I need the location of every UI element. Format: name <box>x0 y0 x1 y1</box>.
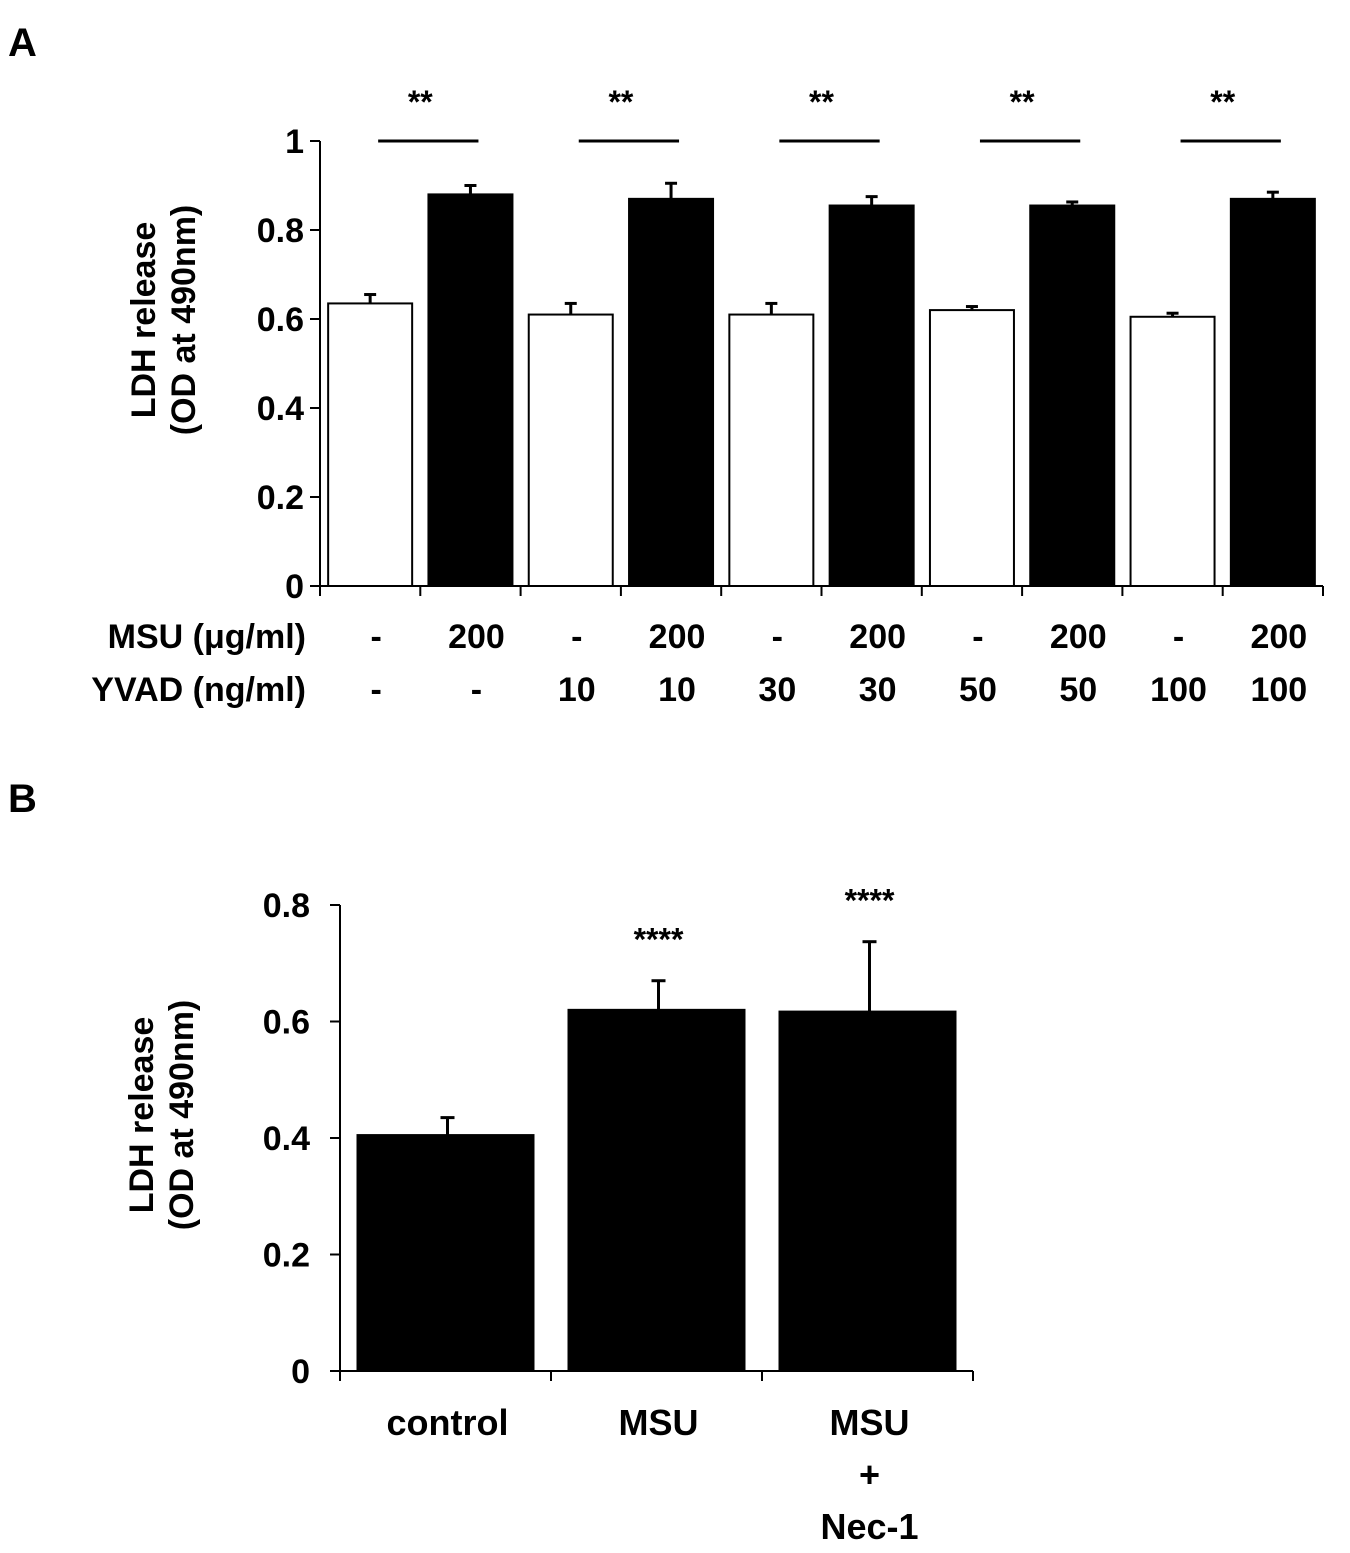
panel-a-significance-marker: ** <box>1010 84 1035 120</box>
panel-a-yvad-value: 50 <box>1059 671 1097 709</box>
panel-a-significance-marker: ** <box>408 84 433 120</box>
panel-a-bar <box>327 302 414 587</box>
panel-b-y-tick-label: 0 <box>291 1353 310 1391</box>
panel-a-yvad-value: 100 <box>1250 671 1307 709</box>
panel-a-yvad-value: - <box>471 671 482 709</box>
panel-a-msu-value: 200 <box>1250 618 1307 656</box>
panel-b-bar <box>778 1010 957 1372</box>
panel-a-bar <box>1129 315 1216 587</box>
panel-a-y-tick-label: 0.2 <box>257 479 304 517</box>
panel-b-x-tick-label: Nec-1 <box>820 1506 918 1547</box>
panel-a-bar <box>628 197 715 587</box>
panel-a-y-tick-label: 0 <box>285 568 304 606</box>
panel-a-yvad-value: - <box>370 671 381 709</box>
panel-a-chart: LDH release (OD at 490nm) MSU (μg/ml) YV… <box>91 84 1324 709</box>
panel-a-y-tick-label: 0.4 <box>257 390 304 428</box>
panel-b-y-tick-label: 0.8 <box>263 887 310 925</box>
panel-b-x-tick-label: + <box>859 1454 880 1495</box>
panel-b-y-tick-label: 0.6 <box>263 1004 310 1042</box>
panel-b-ylabel-line2: (OD at 490nm) <box>163 1000 201 1231</box>
panel-a-ylabel-line1: LDH release <box>125 222 163 419</box>
panel-b-x-tick-label: control <box>387 1402 509 1443</box>
panel-a-significance-marker: ** <box>608 84 633 120</box>
panel-a-significance-marker: ** <box>809 84 834 120</box>
panel-b-ylabel: LDH release (OD at 490nm) <box>123 1000 201 1231</box>
panel-a-yvad-value: 100 <box>1150 671 1207 709</box>
panel-b-ylabel-line1: LDH release <box>123 1017 161 1214</box>
panel-a-msu-value: - <box>1173 618 1184 656</box>
panel-a-msu-value: 200 <box>1050 618 1107 656</box>
panel-a-bar <box>928 309 1015 587</box>
panel-a-msu-value: - <box>571 618 582 656</box>
panel-a-yvad-value: 10 <box>658 671 696 709</box>
panel-b-y-tick-label: 0.2 <box>263 1237 310 1275</box>
panel-b-y-tick-label: 0.4 <box>263 1120 310 1158</box>
panel-b-bar <box>567 1008 746 1372</box>
panel-a-bar <box>828 204 915 587</box>
panel-a-row-labels: MSU (μg/ml) YVAD (ng/ml) <box>91 618 306 709</box>
panel-a-yvad-value: 30 <box>758 671 796 709</box>
panel-a-row-label-msu: MSU (μg/ml) <box>108 618 306 656</box>
panel-a-msu-value: - <box>772 618 783 656</box>
panel-a-bar <box>1229 197 1316 587</box>
panel-a-msu-value: 200 <box>448 618 505 656</box>
panel-b-significance-marker: **** <box>845 883 895 919</box>
panel-b-x-tick-label: MSU <box>830 1402 910 1443</box>
panel-a-bar <box>1029 204 1116 587</box>
panel-a-y-tick-label: 0.8 <box>257 212 304 250</box>
panel-a-y-tick-label: 1 <box>285 123 304 161</box>
panel-a-msu-value: 200 <box>849 618 906 656</box>
panel-b-bar <box>356 1134 535 1373</box>
panel-a-significance-marker: ** <box>1210 84 1235 120</box>
panel-a-ylabel-line2: (OD at 490nm) <box>165 205 203 436</box>
panel-a-msu-value: - <box>370 618 381 656</box>
panel-a-yvad-value: 30 <box>859 671 897 709</box>
panel-b-x-tick-label: MSU <box>619 1402 699 1443</box>
panel-a-row-label-yvad: YVAD (ng/ml) <box>91 671 306 709</box>
panel-a-label: A <box>8 21 37 65</box>
panel-a-msu-value: - <box>972 618 983 656</box>
panel-a-yvad-value: 10 <box>558 671 596 709</box>
panel-a-yvad-value: 50 <box>959 671 997 709</box>
panel-b-chart: LDH release (OD at 490nm) 0 0.2 0.4 0.6 0.8 c… <box>123 883 974 1547</box>
panel-a-y-tick-label: 0.6 <box>257 301 304 339</box>
panel-a-msu-value: 200 <box>649 618 706 656</box>
panel-b-label: B <box>8 777 37 821</box>
panel-a-bar <box>527 313 614 587</box>
panel-a-bar <box>728 313 815 587</box>
panel-a-bar <box>427 193 514 587</box>
panel-b-significance-marker: **** <box>634 922 684 958</box>
panel-a-ylabel: LDH release (OD at 490nm) <box>125 205 203 436</box>
